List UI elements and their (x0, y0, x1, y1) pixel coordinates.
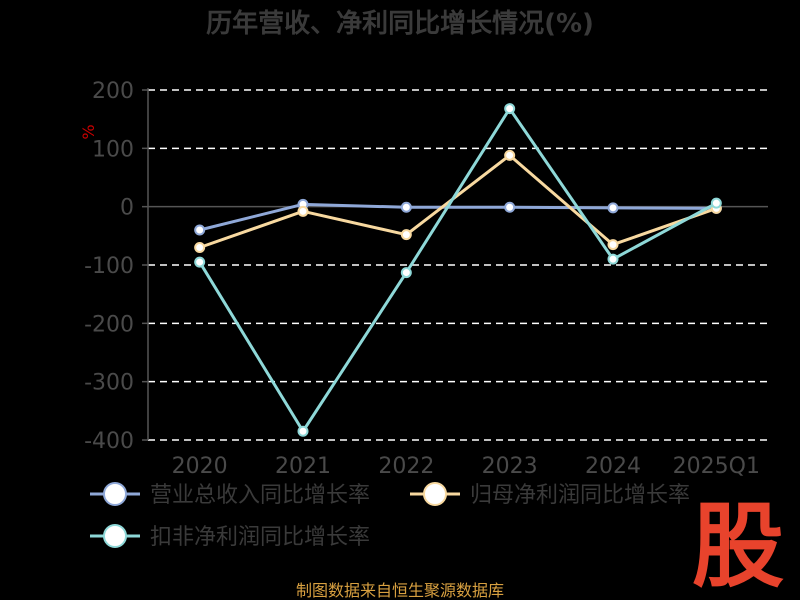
data-point (194, 242, 206, 253)
data-point (504, 149, 516, 161)
data-point (504, 201, 516, 213)
series-line (198, 107, 718, 433)
series-1 (194, 198, 722, 236)
y-tick-label: 200 (92, 79, 134, 104)
y-tick-label: -100 (84, 254, 134, 279)
x-tick-labels: 2020 2021 2022 2023 2024 2025Q1 (172, 454, 760, 479)
series-2 (194, 149, 722, 253)
y-axis-unit: % (79, 124, 98, 139)
y-tick-label: -400 (84, 429, 134, 454)
legend-marker-icon (103, 482, 127, 506)
data-point (710, 197, 722, 209)
y-tick-label: 0 (120, 196, 134, 221)
legend-marker-icon (423, 482, 447, 506)
y-tick-label: 100 (92, 137, 134, 162)
data-point (297, 205, 309, 217)
source-note: 制图数据来自恒生聚源数据库 (296, 581, 504, 600)
x-tick-label: 2023 (482, 454, 538, 479)
y-tick-label: -200 (84, 312, 134, 337)
series-lines (194, 103, 722, 437)
brand-logo-icon: 股 (692, 493, 784, 600)
legend-item[interactable]: 归母净利润同比增长率 (410, 482, 690, 508)
data-point (297, 425, 309, 437)
data-point (400, 267, 412, 279)
legend-label: 营业总收入同比增长率 (150, 483, 370, 508)
x-tick-label: 2024 (585, 454, 641, 479)
legend-item[interactable]: 营业总收入同比增长率 (90, 482, 370, 508)
grid-lines (142, 89, 768, 441)
x-tick-label: 2020 (172, 454, 228, 479)
x-tick-label: 2025Q1 (673, 454, 760, 479)
data-point (400, 201, 412, 213)
y-tick-label: -300 (84, 371, 134, 396)
data-point (607, 239, 619, 251)
data-point (194, 224, 206, 236)
series-line (199, 202, 717, 232)
x-tick-label: 2021 (275, 454, 331, 479)
data-point (504, 103, 516, 115)
data-point (400, 229, 412, 241)
x-tick-label: 2022 (378, 454, 434, 479)
data-point (607, 202, 619, 214)
chart-title: 历年营收、净利同比增长情况(%) (206, 8, 594, 39)
series-3 (194, 103, 722, 437)
legend-label: 扣非净利润同比增长率 (150, 525, 370, 550)
y-tick-labels: 200 100 0 -100 -200 -300 -400 (84, 79, 134, 454)
data-point (607, 253, 619, 265)
legend-marker-icon (103, 524, 127, 548)
series-line (199, 153, 717, 249)
legend-item[interactable]: 扣非净利润同比增长率 (90, 524, 370, 550)
legend-label: 归母净利润同比增长率 (470, 483, 690, 508)
data-point (194, 256, 206, 268)
